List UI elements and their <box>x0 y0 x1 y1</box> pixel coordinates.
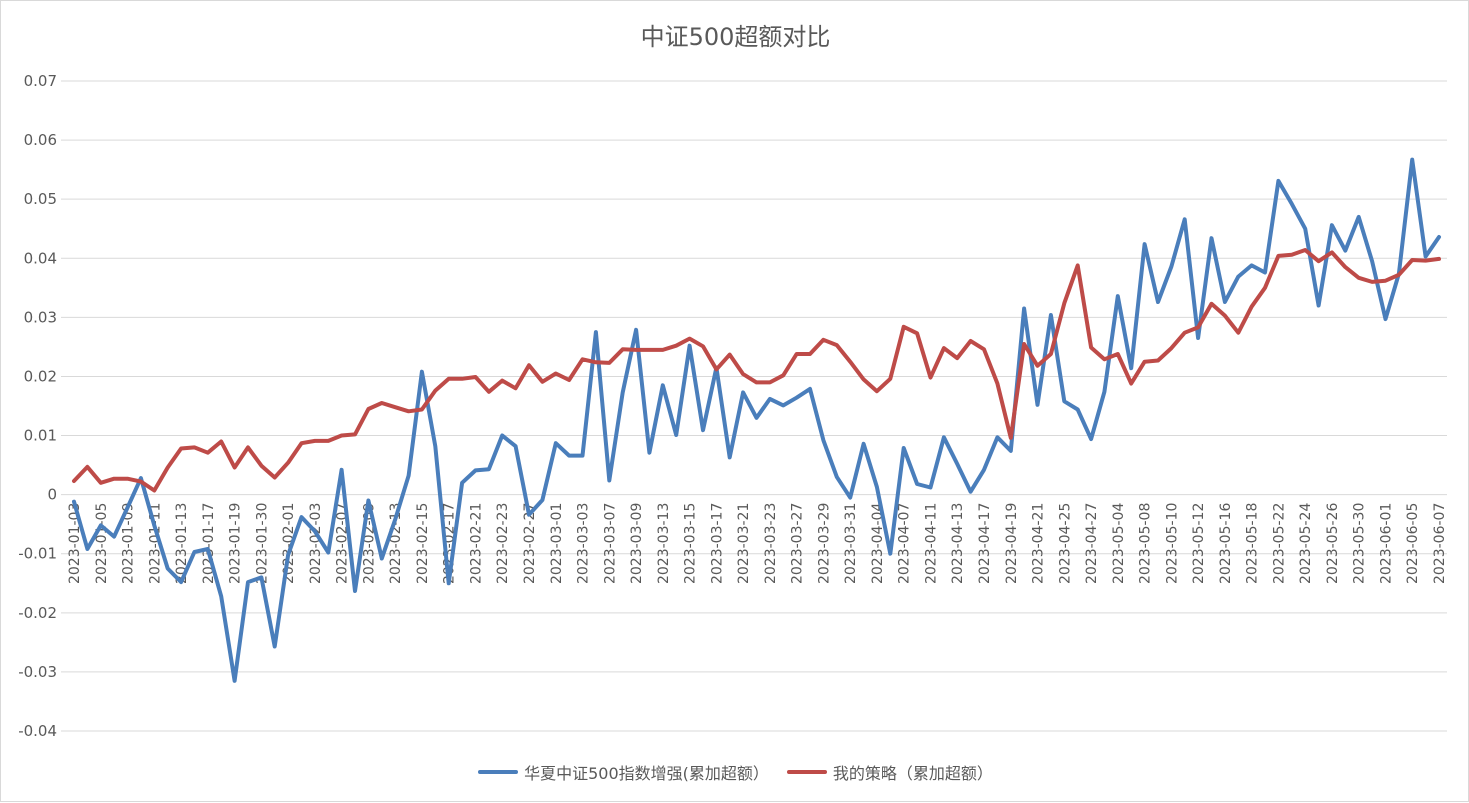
series-line-1 <box>72 157 1441 683</box>
x-tick-label: 2023-01-13 <box>174 503 190 584</box>
x-tick-label: 2023-04-27 <box>1084 503 1100 584</box>
y-tick-label: 0.01 <box>24 427 57 445</box>
x-tick-label: 2023-04-04 <box>870 503 886 584</box>
x-tick-label: 2023-03-27 <box>790 503 806 584</box>
x-tick-label: 2023-05-10 <box>1164 503 1180 584</box>
x-tick-label: 2023-05-08 <box>1138 503 1154 584</box>
x-tick-label: 2023-01-30 <box>254 503 270 584</box>
y-tick-label: -0.04 <box>18 722 57 740</box>
x-tick-label: 2023-02-23 <box>495 503 511 584</box>
x-tick-label: 2023-04-13 <box>950 503 966 584</box>
y-tick-label: -0.03 <box>18 663 57 681</box>
x-tick-label: 2023-04-19 <box>1004 503 1020 584</box>
x-tick-label: 2023-03-31 <box>843 503 859 584</box>
x-tick-label: 2023-03-09 <box>629 503 645 584</box>
x-tick-label: 2023-05-22 <box>1271 503 1287 584</box>
x-tick-label: 2023-03-15 <box>683 503 699 584</box>
x-tick-label: 2023-03-07 <box>602 503 618 584</box>
x-tick-label: 2023-01-05 <box>94 503 110 584</box>
y-tick-label: -0.01 <box>18 545 57 563</box>
x-tick-label: 2023-01-03 <box>67 503 83 584</box>
x-tick-label: 2023-01-09 <box>121 503 137 584</box>
x-tick-label: 2023-03-01 <box>549 503 565 584</box>
x-tick-label: 2023-05-26 <box>1325 503 1341 584</box>
x-tick-label: 2023-02-15 <box>415 503 431 584</box>
x-tick-label: 2023-05-30 <box>1352 503 1368 584</box>
x-tick-label: 2023-03-23 <box>763 503 779 584</box>
x-tick-label: 2023-05-04 <box>1111 503 1127 584</box>
x-tick-label: 2023-03-29 <box>816 503 832 584</box>
chart-title: 中证500超额对比 <box>640 23 831 51</box>
legend-swatch-series-1 <box>478 770 519 774</box>
x-tick-label: 2023-02-27 <box>522 503 538 584</box>
x-tick-label: 2023-01-11 <box>147 503 163 584</box>
x-tick-label: 2023-04-07 <box>897 503 913 584</box>
x-tick-label: 2023-04-21 <box>1031 503 1047 584</box>
y-tick-label: 0.02 <box>24 367 57 385</box>
x-tick-label: 2023-03-21 <box>736 503 752 584</box>
x-tick-label: 2023-03-13 <box>656 503 672 584</box>
legend-label-series-1: 华夏中证500指数增强(累加超额） <box>524 764 769 783</box>
x-tick-label: 2023-02-03 <box>308 503 324 584</box>
legend: 华夏中证500指数增强(累加超额） 我的策略（累加超额） <box>1 760 1469 784</box>
x-tick-label: 2023-05-18 <box>1245 503 1261 584</box>
x-tick-label: 2023-04-25 <box>1057 503 1073 584</box>
y-tick-label: 0.06 <box>24 131 57 149</box>
x-tick-label: 2023-05-12 <box>1191 503 1207 584</box>
x-tick-label: 2023-06-01 <box>1378 503 1394 584</box>
x-tick-label: 2023-05-16 <box>1218 503 1234 584</box>
y-tick-label: 0.07 <box>24 72 57 90</box>
legend-item-series-2: 我的策略（累加超额） <box>786 760 993 784</box>
y-tick-label: -0.02 <box>18 604 57 622</box>
y-tick-label: 0.03 <box>24 308 57 326</box>
x-tick-label: 2023-06-07 <box>1432 503 1448 584</box>
x-tick-label: 2023-02-01 <box>281 503 297 584</box>
x-tick-label: 2023-01-19 <box>228 503 244 584</box>
legend-label-series-2: 我的策略（累加超额） <box>832 764 993 783</box>
legend-swatch-series-2 <box>786 770 827 774</box>
x-tick-label: 2023-03-03 <box>576 503 592 584</box>
y-tick-label: 0.04 <box>24 249 57 267</box>
x-tick-label: 2023-06-05 <box>1405 503 1421 584</box>
series-line-2 <box>72 248 1441 493</box>
x-tick-label: 2023-04-17 <box>977 503 993 584</box>
x-tick-label: 2023-05-24 <box>1298 503 1314 584</box>
x-tick-label: 2023-02-21 <box>468 503 484 584</box>
y-tick-label: 0 <box>47 486 57 504</box>
x-tick-label: 2023-04-11 <box>923 503 939 584</box>
legend-item-series-1: 华夏中证500指数增强(累加超额） <box>478 760 769 784</box>
y-tick-label: 0.05 <box>24 190 57 208</box>
x-tick-label: 2023-03-17 <box>709 503 725 584</box>
